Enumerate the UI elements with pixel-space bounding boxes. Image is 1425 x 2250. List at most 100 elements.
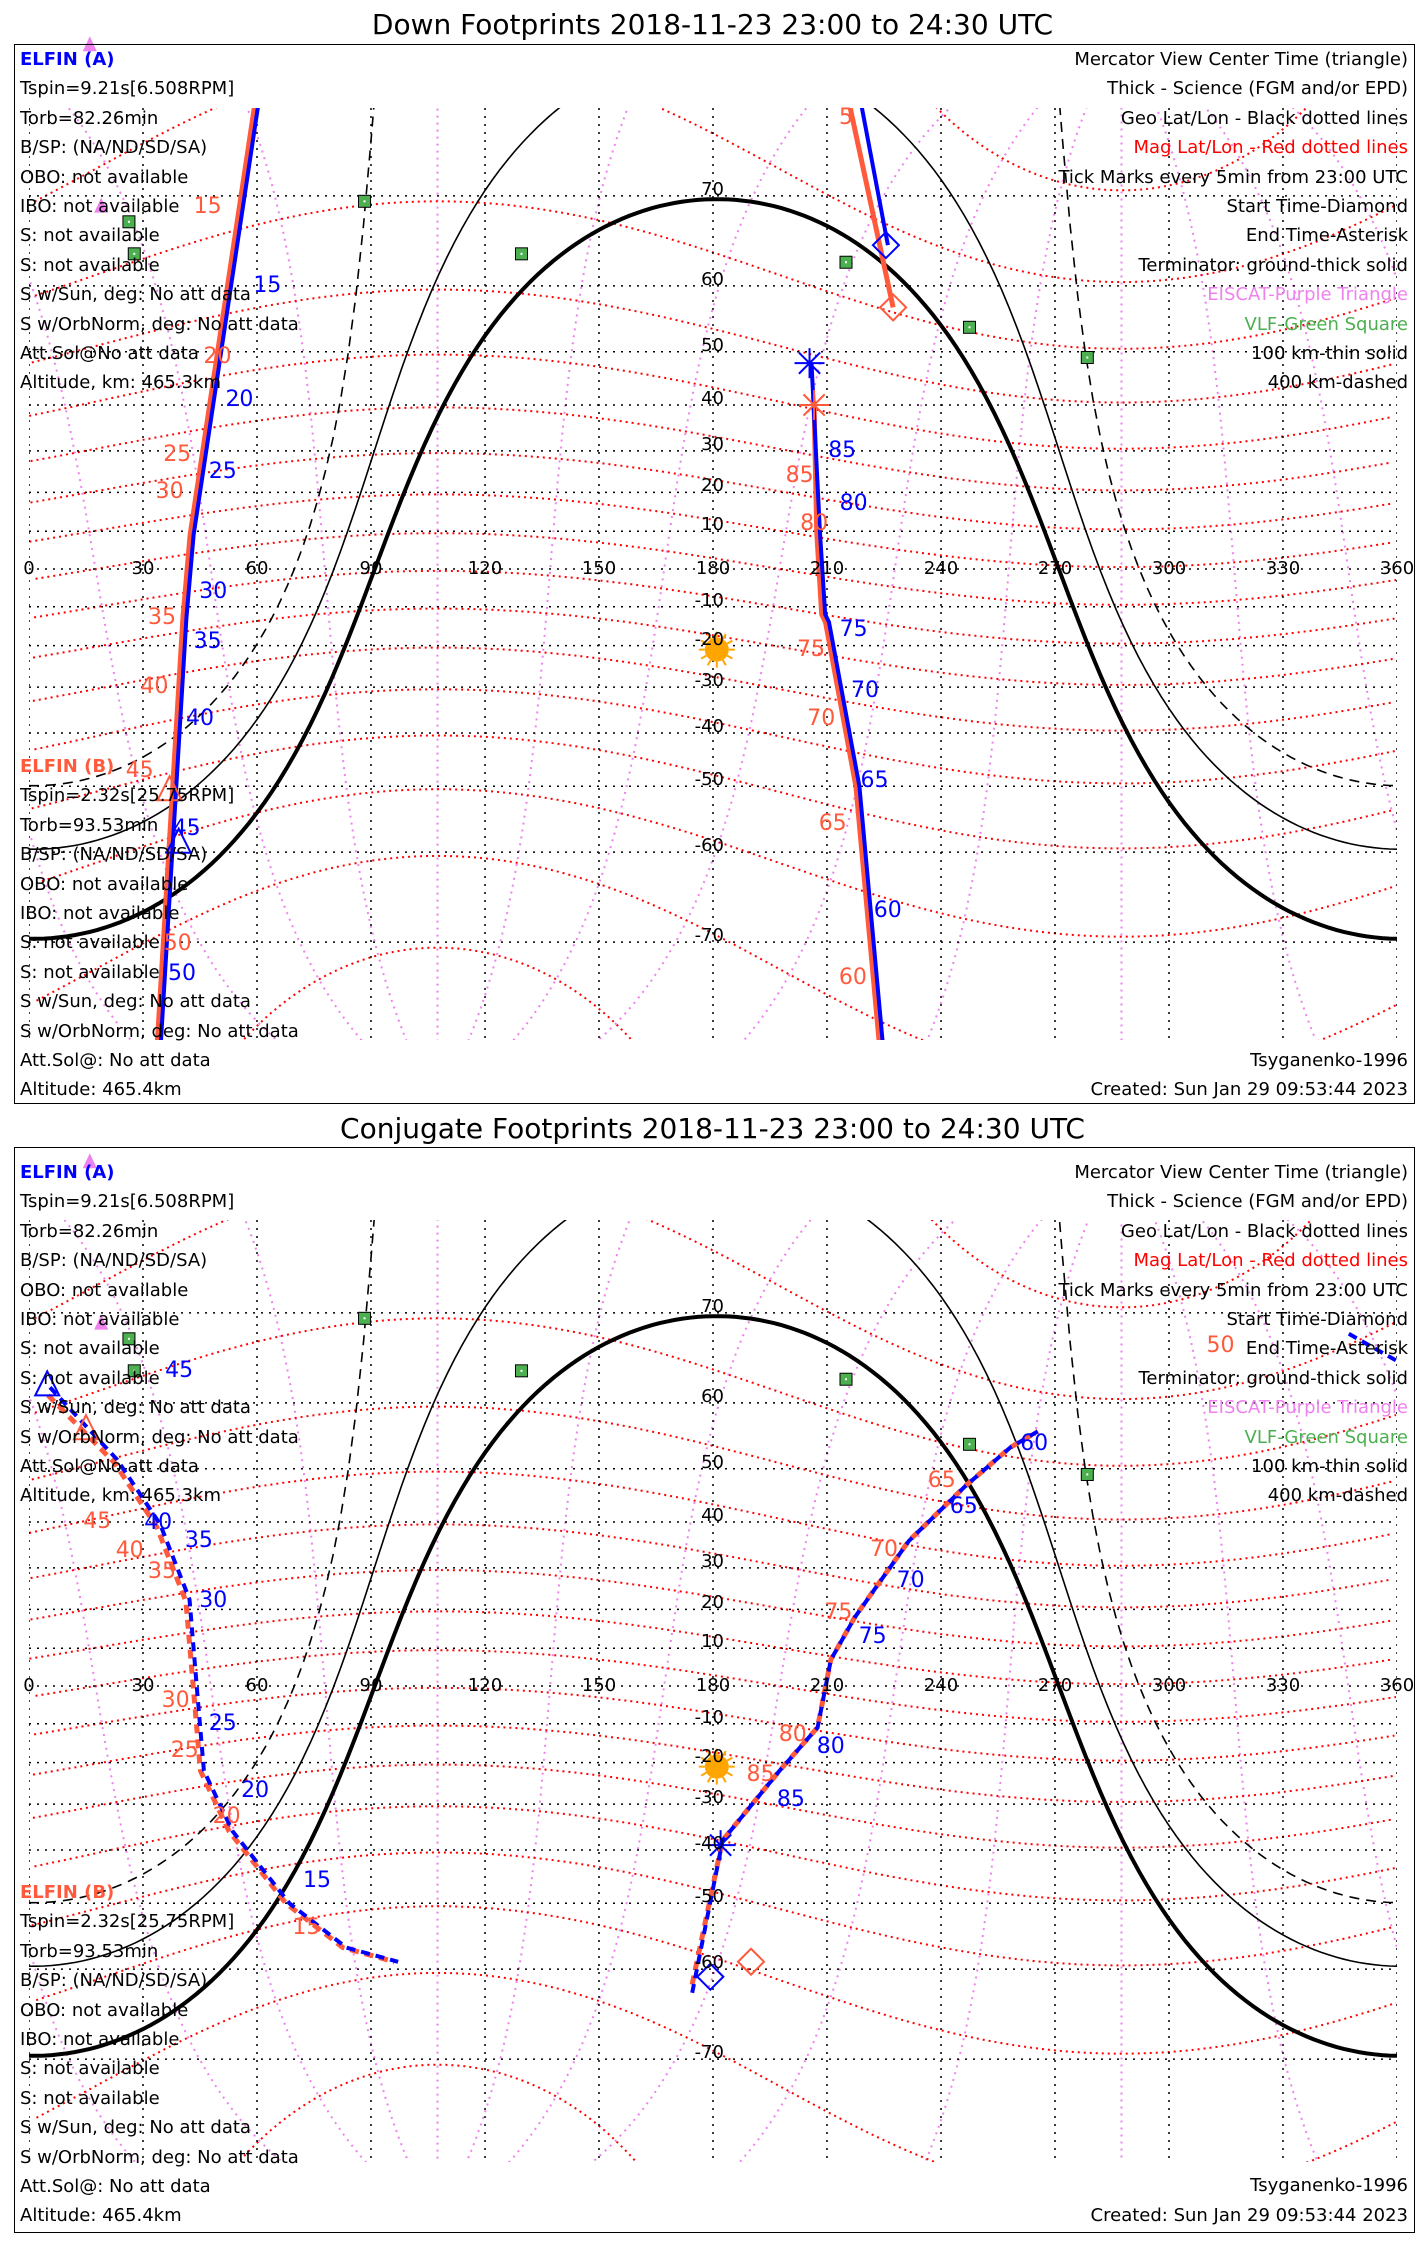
elfin-a-info-line: S: not available: [20, 225, 160, 247]
elfin-a-info-line: OBO: not available: [20, 166, 189, 188]
elfin-a-info-line: Altitude, km: 465.3km: [20, 372, 222, 394]
vlf-station-dot: [127, 220, 130, 223]
terminator-0km: [29, 197, 1397, 941]
elfin-a-info-line: S: not available: [20, 1367, 160, 1389]
vlf-station-dot: [1086, 1473, 1089, 1476]
tick-label: 35: [148, 1559, 176, 1585]
elfin-a-track: [859, 108, 890, 246]
tick-label: 75: [797, 636, 826, 662]
lat-label: 60: [701, 1385, 724, 1407]
sun-ray: [726, 1756, 733, 1762]
sun-ray: [706, 1776, 712, 1783]
tick-label: 70: [870, 1537, 898, 1563]
lat-label: 30: [701, 433, 724, 455]
legend-line: End Time-Asterisk: [1245, 225, 1408, 247]
legend-line: Geo Lat/Lon - Black dotted lines: [1120, 107, 1408, 129]
elfin-b-track: [847, 108, 896, 308]
mag-lat-line: [36, 854, 1397, 1040]
legend-line: Terminator: ground-thick solid: [1138, 254, 1408, 276]
mag-lat-line: [34, 688, 1395, 785]
tick-label: 75: [824, 1600, 853, 1626]
tick-label: 80: [800, 510, 829, 536]
lon-label: 60: [245, 1675, 269, 1696]
lat-label: -60: [694, 1952, 724, 1974]
lon-label: 90: [359, 1675, 383, 1696]
start-diamond-icon: [878, 293, 908, 322]
lon-label: 120: [467, 1675, 503, 1696]
elfin-b-info-line: IBO: not available: [20, 903, 180, 924]
mag-lat-line: [30, 1523, 1392, 1609]
tick-label: 30: [161, 1688, 190, 1714]
elfin-b-track: [46, 1393, 396, 1965]
elfin-a-info-line: S w/OrbNorm, deg: No att data: [20, 313, 299, 335]
elfin-a-info-line: S w/Sun, deg: No att data: [20, 284, 251, 306]
tick-label: 35: [148, 605, 176, 631]
elfin-a-info-line: S: not available: [20, 254, 160, 276]
tick-label: 50: [1206, 1333, 1235, 1359]
tick-label: 45: [165, 1357, 194, 1383]
tick-label: 80: [778, 1722, 807, 1748]
lon-label: 30: [131, 558, 155, 579]
lon-label: 270: [1037, 1675, 1073, 1696]
panel-title: Conjugate Footprints 2018-11-23 23:00 to…: [340, 1112, 1085, 1145]
legend-line: Mag Lat/Lon - Red dotted lines: [1133, 137, 1408, 159]
lat-label: 70: [701, 178, 724, 200]
lat-label: 10: [701, 1631, 724, 1653]
legend-line: EISCAT-Purple Triangle: [1207, 284, 1408, 306]
tick-label: 25: [163, 442, 192, 468]
tick-label: 40: [186, 705, 214, 731]
lat-label: -20: [694, 628, 724, 650]
lat-label: -60: [694, 835, 724, 857]
tick-label: 45: [172, 816, 201, 842]
center-time-triangle-icon: [155, 773, 184, 802]
map-layer: [29, 108, 1397, 1040]
legend-line: 400 km-dashed: [1267, 1485, 1408, 1507]
tick-label: 25: [208, 1710, 237, 1736]
sun-ray: [706, 659, 712, 666]
mag-lat-line: [29, 1610, 1391, 1686]
terminator-100km: [29, 108, 1397, 850]
tick-label: 20: [212, 1804, 241, 1830]
legend-line: Mercator View Center Time (triangle): [1074, 1162, 1408, 1183]
elfin-b-info-line: IBO: not available: [20, 2029, 180, 2050]
mag-lon-line: [1120, 108, 1123, 1040]
mag-lon-line: [596, 108, 952, 1040]
legend-line: EISCAT-Purple Triangle: [1207, 1397, 1408, 1419]
mag-lat-line: [31, 734, 1392, 850]
vlf-station-dot: [363, 200, 366, 203]
tick-label: 20: [241, 1778, 270, 1804]
elfin-b-title: ELFIN (B): [20, 756, 115, 777]
legend-line: Terminator: ground-thick solid: [1138, 1367, 1408, 1389]
created-timestamp: Created: Sun Jan 29 09:53:44 2023: [1090, 1079, 1408, 1100]
mag-lat-line: [32, 1724, 1394, 1803]
center-time-triangle-icon: [72, 1412, 100, 1441]
mag-lat-line: [32, 646, 1394, 732]
vlf-station-dot: [363, 1317, 366, 1320]
terminator-400km: [29, 108, 1397, 787]
mag-lon-line: [63, 1220, 368, 2162]
tick-label: 85: [785, 463, 814, 489]
tick-label: 70: [807, 705, 836, 731]
start-diamond-icon: [871, 230, 901, 260]
tick-label: 15: [292, 1914, 321, 1940]
lon-label: 150: [581, 558, 617, 579]
elfin-a-info-line: Tspin=9.21s[6.508RPM]: [20, 1191, 235, 1213]
mag-lat-line: [935, 108, 1308, 192]
mag-lon-line: [465, 1220, 631, 2162]
sun-ray: [706, 633, 712, 640]
mag-lon-line: [512, 108, 808, 1040]
tick-label: 50: [163, 930, 192, 956]
tick-label: 15: [303, 1867, 332, 1893]
mag-lat-line: [33, 569, 1395, 645]
lat-label: -10: [694, 1706, 724, 1728]
map-frame: [14, 1147, 1415, 2233]
mag-lon-line: [1120, 1220, 1123, 2162]
start-diamond-icon: [736, 1947, 766, 1977]
vlf-station-dot: [968, 326, 971, 329]
lon-label: 300: [1151, 558, 1187, 579]
elfin-b-info-line: Torb=93.53min: [20, 1940, 159, 1962]
lon-label: 150: [581, 1675, 617, 1696]
lat-label: -70: [694, 925, 724, 947]
lat-label: -50: [694, 1886, 724, 1908]
tick-label: 35: [193, 628, 222, 654]
